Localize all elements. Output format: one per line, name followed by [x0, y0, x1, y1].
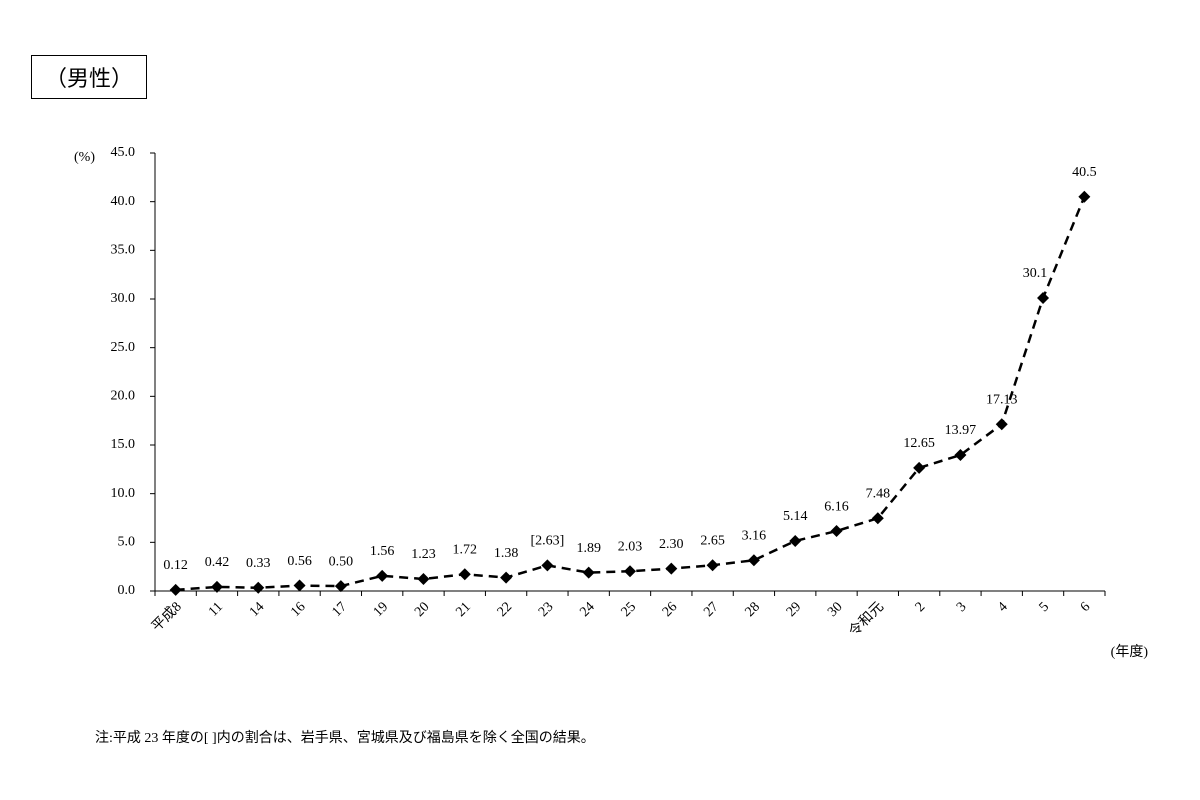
y-tick-label: 5.0	[118, 535, 136, 550]
value-label: [2.63]	[530, 534, 564, 549]
value-label: 0.50	[329, 554, 354, 569]
line	[175, 196, 1086, 592]
value-label: 3.16	[742, 528, 767, 543]
marker	[500, 571, 513, 584]
marker	[706, 559, 719, 572]
value-label: 17.13	[986, 392, 1018, 407]
x-tick-label: 30	[825, 599, 846, 620]
y-tick-label: 30.0	[111, 291, 136, 306]
y-axis-label: (%)	[74, 150, 95, 165]
x-tick-label: 5	[1037, 599, 1053, 615]
x-tick-label: 23	[536, 599, 557, 620]
x-tick-label: 22	[495, 599, 516, 620]
x-tick-label: 2	[913, 599, 929, 615]
x-tick-label: 14	[247, 599, 268, 620]
marker	[458, 568, 471, 581]
marker	[376, 569, 389, 582]
value-label: 1.56	[370, 544, 395, 559]
x-tick-label: 平成8	[149, 599, 185, 635]
marker	[871, 512, 884, 525]
marker	[624, 565, 636, 578]
value-label: 5.14	[783, 509, 808, 524]
marker	[417, 573, 430, 586]
y-tick-label: 35.0	[111, 243, 136, 258]
value-label: 0.42	[205, 555, 230, 570]
value-label: 0.33	[246, 556, 271, 571]
marker	[293, 579, 306, 592]
x-tick-label: 11	[206, 599, 226, 619]
value-label: 0.56	[287, 554, 312, 569]
marker	[954, 449, 967, 462]
marker	[541, 559, 554, 572]
note: 注:平成 23 年度の[ ]内の割合は、岩手県、宮城県及び福島県を除く全国の結果…	[95, 729, 595, 746]
value-label: 1.23	[411, 547, 436, 562]
value-label: 0.12	[163, 558, 188, 573]
marker	[913, 461, 926, 474]
value-label: 1.38	[494, 546, 519, 561]
marker	[210, 580, 223, 593]
x-tick-label: 27	[701, 599, 722, 620]
marker	[789, 534, 802, 547]
x-tick-label: 21	[453, 599, 474, 620]
y-tick-label: 0.0	[118, 583, 136, 598]
marker	[252, 581, 265, 594]
value-label: 7.48	[866, 486, 891, 501]
value-label: 1.72	[453, 542, 478, 557]
x-tick-label: 16	[288, 599, 309, 620]
x-tick-label: 24	[577, 599, 598, 620]
y-tick-label: 45.0	[111, 145, 136, 160]
y-tick-label: 40.0	[111, 194, 136, 209]
y-tick-label: 10.0	[111, 486, 136, 501]
value-label: 2.30	[659, 537, 684, 552]
marker	[334, 580, 347, 593]
x-tick-label: 3	[954, 599, 970, 615]
value-label: 6.16	[824, 499, 849, 514]
y-tick-label: 20.0	[111, 389, 136, 404]
value-label: 1.89	[576, 541, 601, 556]
y-tick-label: 25.0	[111, 340, 136, 355]
x-tick-label: 令和元	[846, 599, 887, 640]
value-label: 13.97	[945, 423, 977, 438]
marker	[1037, 292, 1050, 305]
marker	[665, 562, 678, 575]
marker	[747, 554, 760, 567]
value-label: 2.03	[618, 539, 643, 554]
marker	[582, 566, 595, 579]
y-tick-label: 15.0	[111, 437, 136, 452]
x-tick-label: 4	[995, 599, 1011, 615]
x-tick-label: 19	[371, 599, 392, 620]
marker	[830, 525, 843, 538]
x-tick-label: 29	[784, 599, 805, 620]
value-label: 30.1	[1023, 266, 1048, 281]
x-tick-label: 25	[619, 599, 640, 620]
value-label: 40.5	[1072, 165, 1097, 180]
x-tick-label: 20	[412, 599, 433, 620]
x-axis-label: (年度)	[1111, 644, 1149, 660]
marker	[1078, 190, 1091, 203]
x-tick-label: 6	[1078, 599, 1094, 615]
x-tick-label: 28	[743, 599, 764, 620]
marker	[169, 583, 182, 596]
value-label: 12.65	[903, 436, 935, 451]
x-tick-label: 17	[329, 599, 350, 620]
value-label: 2.65	[700, 533, 725, 548]
marker	[995, 418, 1008, 431]
chart-title: （男性）	[31, 55, 147, 99]
x-tick-label: 26	[660, 599, 681, 620]
